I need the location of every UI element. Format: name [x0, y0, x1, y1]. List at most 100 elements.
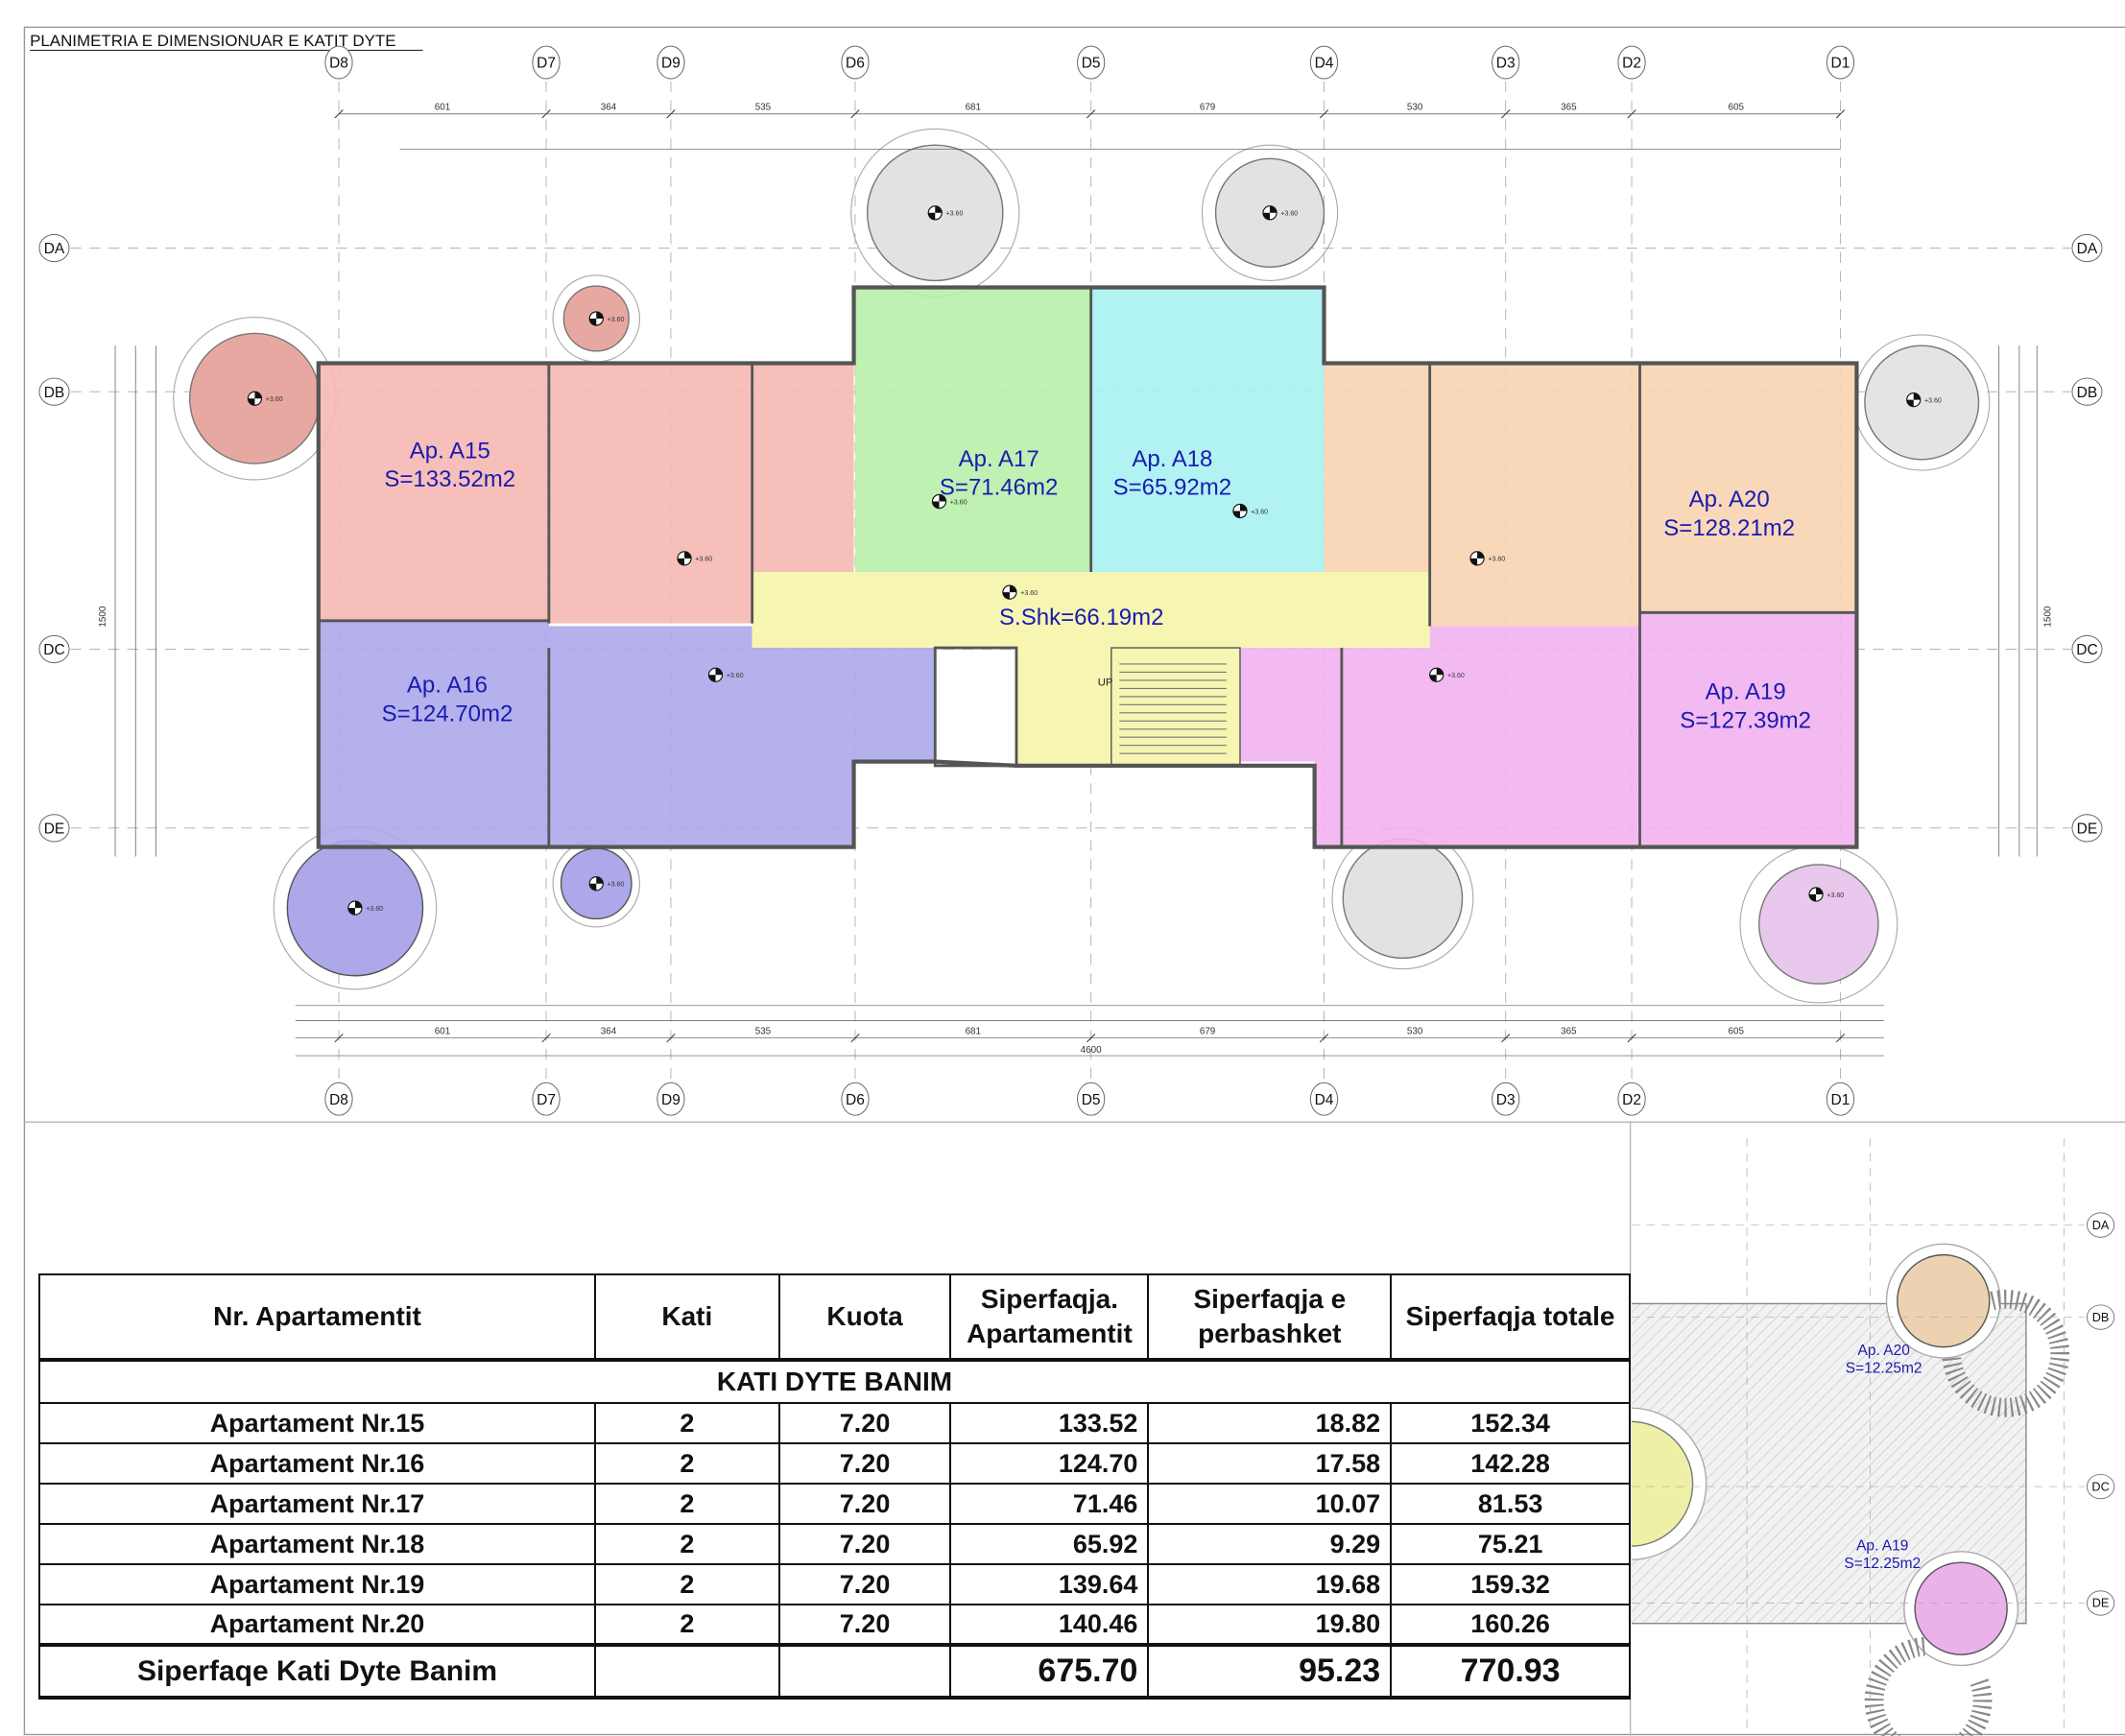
elevation-value: +3.60: [1020, 590, 1038, 597]
dimension-label: 364: [601, 102, 617, 112]
apartment-a20-area-label: S=128.21m2: [1663, 515, 1795, 541]
grid-bubble: [38, 634, 70, 664]
table-section-title: KATI DYTE BANIM: [38, 1359, 1631, 1404]
total-common-area: 95.23: [1147, 1643, 1393, 1700]
side-dimension-label: 1500: [2042, 606, 2053, 627]
dimension-label: 365: [1561, 102, 1577, 112]
grid-bubble: [1492, 45, 1520, 80]
grid-column-label: D9: [661, 56, 680, 72]
apartment-a15-area-label: S=133.52m2: [384, 466, 515, 492]
grid-row-label: DA: [44, 241, 65, 257]
elevation-value: +3.60: [727, 673, 744, 679]
table-cell: 65.92: [949, 1523, 1150, 1565]
table-cell: 2: [593, 1442, 780, 1485]
table-cell: 2: [593, 1563, 780, 1605]
grid-bubble: [2087, 1304, 2115, 1330]
header-apartment: Nr. Apartamentit: [38, 1273, 596, 1362]
apartment-a17-name: Ap. A17: [959, 446, 1039, 472]
mini-a20-area: S=12.25m2: [1846, 1360, 1922, 1376]
table-cell: 142.28: [1390, 1442, 1631, 1485]
elevation-marker: +3.60: [588, 876, 624, 892]
drawing-title: PLANIMETRIA E DIMENSIONUAR E KATIT DYTE: [30, 32, 395, 50]
elevation-value: +3.60: [366, 906, 383, 913]
grid-column-label: D7: [537, 1092, 556, 1108]
table-row: Apartament Nr.19 2 7.20 139.64 19.68 159.32: [38, 1563, 1631, 1605]
table-row: Apartament Nr.20 2 7.20 140.46 19.80 160.26: [38, 1604, 1631, 1646]
apartment-area-table: Nr. Apartamentit Kati Kuota Siperfaqja. …: [38, 1273, 1631, 1700]
elevation-marker: +3.60: [1808, 887, 1844, 902]
table-cell: Apartament Nr.18: [38, 1523, 596, 1565]
apartment-a20-name: Ap. A20: [1689, 487, 1770, 512]
spiral-stair-a20: [1864, 345, 1980, 461]
table-cell: 7.20: [777, 1483, 952, 1525]
elevation-value: +3.60: [1280, 211, 1298, 218]
total-area: 770.93: [1390, 1643, 1631, 1700]
elevation-marker: +3.60: [1469, 551, 1505, 566]
grid-bubble: [38, 814, 70, 843]
grid-row-label: DB: [44, 385, 65, 401]
elevation-marker: +3.60: [1906, 392, 1942, 408]
elevation-marker: +3.60: [707, 667, 744, 682]
table-cell: Apartament Nr.17: [38, 1483, 596, 1525]
grid-column-label: D8: [329, 56, 348, 72]
grid-bubble: [2071, 814, 2103, 843]
apartment-a17-area: [854, 287, 1091, 572]
grid-bubble: [2087, 1590, 2115, 1616]
table-cell: 7.20: [777, 1523, 952, 1565]
common-area-label: S.Shk=66.19m2: [999, 605, 1163, 630]
header-total-area: Siperfaqja totale: [1390, 1273, 1631, 1362]
mini-grid-row-label: DB: [2092, 1311, 2110, 1324]
elevation-value: +3.60: [1924, 397, 1942, 404]
dimension-label: 681: [966, 102, 982, 112]
apartment-a19-area: [1239, 612, 1857, 847]
mini-balcony-a20: [1897, 1253, 1991, 1348]
elevation-marker: +3.60: [927, 205, 964, 221]
spiral-stair-a19: [1758, 864, 1879, 985]
grid-bubble: [2071, 233, 2103, 263]
table-header-row: Nr. Apartamentit Kati Kuota Siperfaqja. …: [38, 1273, 1631, 1362]
grid-bubble: [841, 45, 870, 80]
grid-column-label: D3: [1496, 56, 1516, 72]
grid-column-label: D8: [329, 1092, 348, 1108]
grid-bubble: [1617, 1082, 1646, 1116]
table-cell: 2: [593, 1483, 780, 1525]
elevation-value: +3.60: [1827, 892, 1844, 899]
grid-row-label: DE: [2077, 820, 2098, 837]
apartment-a16-name: Ap. A16: [407, 673, 488, 699]
grid-bubble: [1492, 1082, 1520, 1116]
mini-a19-area: S=12.25m2: [1844, 1556, 1921, 1572]
apartment-labels: Ap. A15 S=133.52m2 Ap. A16 S=124.70m2 Ap…: [382, 438, 1811, 733]
table-cell: 71.46: [949, 1483, 1150, 1525]
grid-bubble: [324, 1082, 353, 1116]
table-cell: 81.53: [1390, 1483, 1631, 1525]
mini-grid-row-label: DC: [2091, 1480, 2109, 1493]
dimension-label: 601: [435, 102, 451, 112]
apartment-a18-area-label: S=65.92m2: [1113, 474, 1231, 500]
table-cell: 19.68: [1147, 1563, 1393, 1605]
grid-bubble: [324, 45, 353, 80]
grid-bubble: [2071, 377, 2103, 406]
dimension-label: 681: [966, 1026, 982, 1036]
grid-bubble: [38, 377, 70, 406]
table-cell: 124.70: [949, 1442, 1150, 1485]
grid-row-label: DE: [44, 820, 65, 837]
table-cell: 17.58: [1147, 1442, 1393, 1485]
grid-bubble: [1826, 45, 1855, 80]
grid-column-label: D9: [661, 1092, 680, 1108]
elevation-marker: +3.60: [347, 900, 383, 916]
grid-column-label: D5: [1082, 56, 1101, 72]
header-elevation: Kuota: [777, 1273, 952, 1362]
elevation-value: +3.60: [1488, 557, 1505, 563]
dimension-label: 679: [1200, 1026, 1216, 1036]
apartment-a19-name: Ap. A19: [1706, 679, 1786, 705]
table-cell: 7.20: [777, 1402, 952, 1444]
elevation-value: +3.60: [946, 211, 964, 218]
dimension-label: 679: [1200, 102, 1216, 112]
elevation-marker: +3.60: [1232, 503, 1268, 519]
table-cell: 7.20: [777, 1563, 952, 1605]
mini-balcony-a19: [1914, 1561, 2008, 1655]
header-apartment-area: Siperfaqja. Apartamentit: [949, 1273, 1150, 1362]
dimension-label: 365: [1561, 1026, 1577, 1036]
grid-bubble: [657, 45, 685, 80]
apartment-a16-area: [318, 620, 936, 847]
